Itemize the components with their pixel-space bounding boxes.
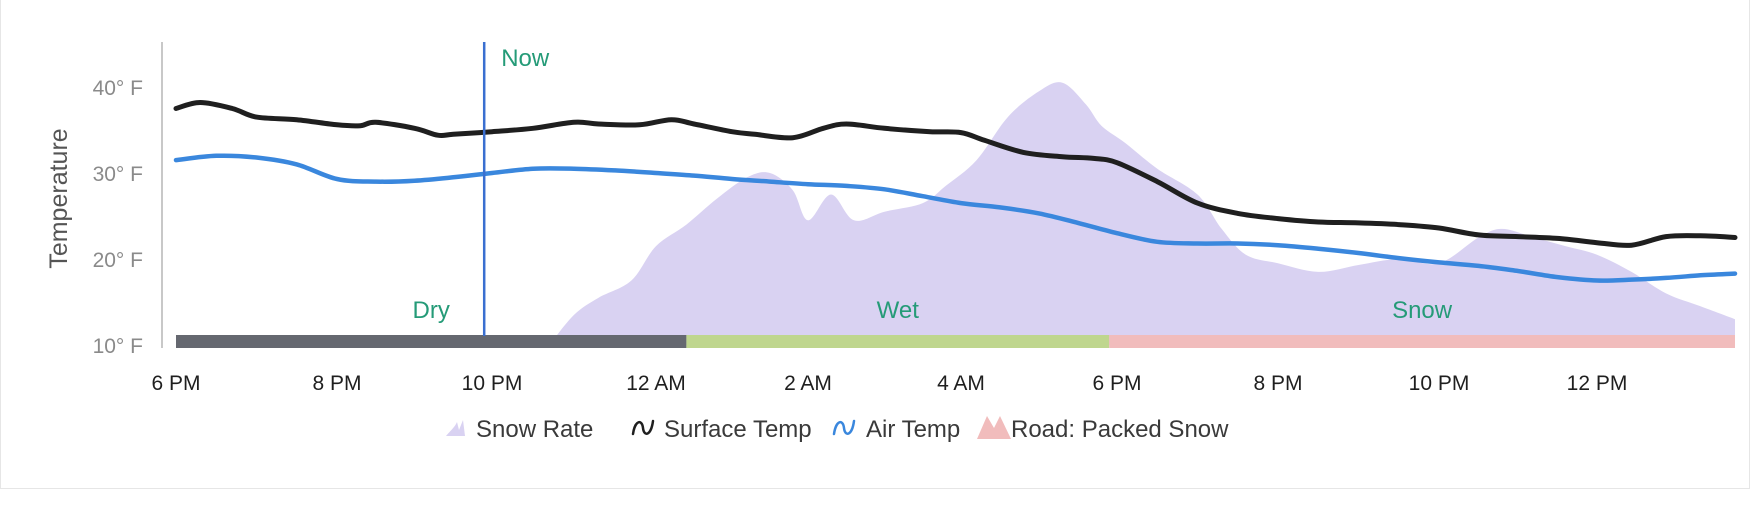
legend-label: Air Temp	[866, 416, 960, 443]
air-temp-icon	[832, 419, 856, 436]
legend-item-road-packed-snow[interactable]: Road: Packed Snow	[977, 416, 1229, 443]
x-tick-label: 6 PM	[151, 372, 200, 395]
x-tick-label: 4 AM	[937, 372, 985, 395]
snow-rate-area	[549, 82, 1735, 346]
road-label-dry: Dry	[413, 297, 450, 324]
road-condition-labels: Dry Wet Snow	[413, 297, 1453, 324]
card-border-left	[0, 0, 1, 488]
card-border-bottom	[0, 488, 1750, 489]
snow-rate-icon	[446, 420, 465, 436]
surface-temp-line	[173, 100, 1738, 248]
y-tick-label: 20° F	[93, 249, 143, 272]
road-label-snow: Snow	[1392, 297, 1453, 324]
x-tick-label: 10 PM	[1409, 372, 1470, 395]
x-tick-label: 12 AM	[626, 372, 686, 395]
x-tick-label: 8 PM	[1253, 372, 1302, 395]
x-tick-label: 12 PM	[1567, 372, 1628, 395]
legend-label: Snow Rate	[476, 416, 593, 443]
y-tick-label: 30° F	[93, 163, 143, 186]
surface-temp-icon	[631, 419, 655, 436]
axes: 40° F 30° F 20° F 10° F Temperature 6 PM 8 PM 1…	[45, 42, 1627, 395]
x-tick-label: 10 PM	[462, 372, 523, 395]
legend-item-surface-temp[interactable]: Surface Temp	[631, 416, 812, 443]
y-tick-label: 10° F	[93, 335, 143, 358]
now-label: Now	[501, 45, 550, 72]
legend-label: Surface Temp	[664, 416, 812, 443]
road-segment-snow	[1109, 335, 1735, 348]
x-tick-label: 8 PM	[312, 372, 361, 395]
road-label-wet: Wet	[877, 297, 920, 324]
road-segment-wet	[686, 335, 1110, 348]
legend[interactable]: Snow Rate Surface Temp Air Temp Road: Packe…	[446, 416, 1229, 443]
legend-label: Road: Packed Snow	[1011, 416, 1229, 443]
road-packed-snow-icon	[977, 416, 1011, 439]
road-segment-dry	[176, 335, 687, 348]
legend-item-air-temp[interactable]: Air Temp	[832, 416, 960, 443]
road-condition-bar	[176, 335, 1735, 348]
y-axis-title: Temperature	[45, 128, 73, 268]
snow-rate-layer	[549, 82, 1735, 346]
temperature-lines	[173, 100, 1738, 283]
x-tick-label: 2 AM	[784, 372, 832, 395]
now-marker: Now	[482, 42, 550, 336]
x-tick-label: 6 PM	[1092, 372, 1141, 395]
y-tick-label: 40° F	[93, 77, 143, 100]
air-temp-line	[173, 153, 1738, 283]
legend-item-snow-rate[interactable]: Snow Rate	[446, 416, 593, 443]
